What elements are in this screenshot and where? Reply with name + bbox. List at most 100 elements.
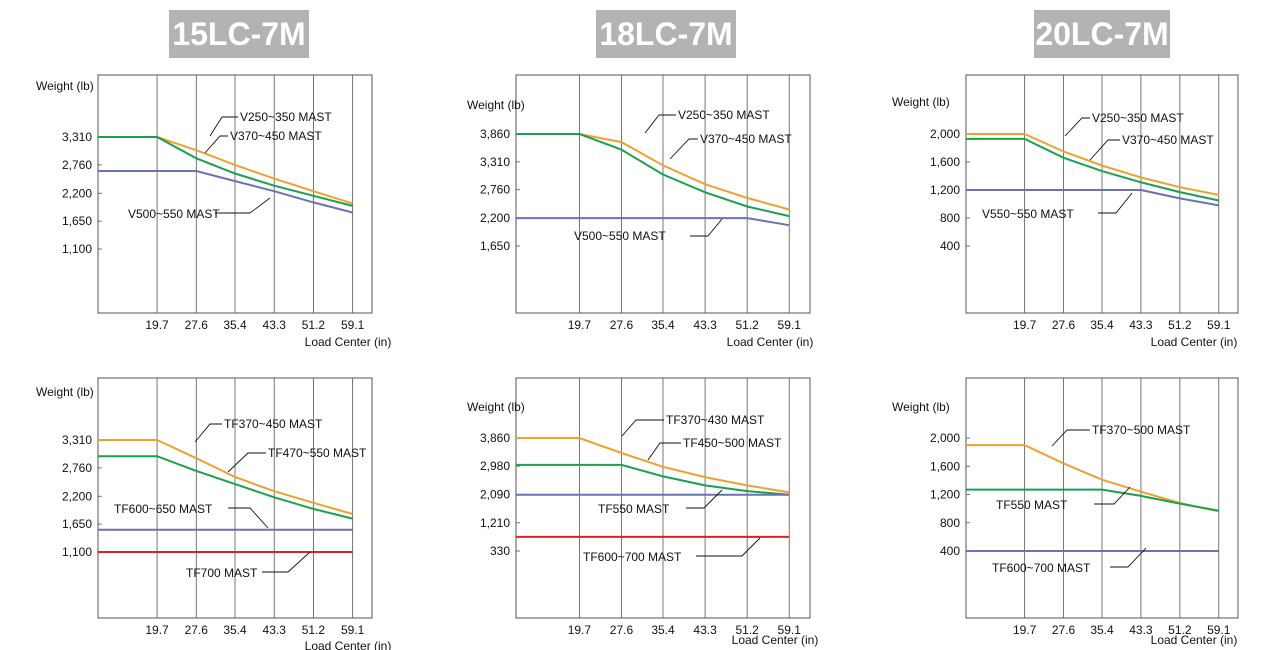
- x-tick-label: 43.3: [263, 318, 287, 332]
- y-tick-label: 3,860: [480, 431, 510, 445]
- x-tick-label: 59.1: [778, 623, 802, 637]
- series-leader-line: [644, 114, 676, 134]
- model-badge-18lc: 18LC-7M: [596, 10, 736, 58]
- series-label: V500~550 MAST: [574, 229, 666, 243]
- x-tick-label: 27.6: [185, 623, 209, 637]
- series-label: V370~450 MAST: [700, 132, 792, 146]
- x-tick-label: 35.4: [223, 623, 247, 637]
- series-label: V250~350 MAST: [678, 108, 770, 122]
- series-label: TF550 MAST: [996, 498, 1068, 512]
- x-tick-label: 43.3: [693, 318, 717, 332]
- series-leader-line: [1110, 547, 1147, 568]
- series-line-blue: [516, 217, 790, 227]
- y-tick-label: 2,760: [480, 183, 510, 197]
- y-tick-label: 2,000: [930, 431, 960, 445]
- x-tick-label: 27.6: [1052, 318, 1076, 332]
- y-tick-label: 2,200: [62, 186, 92, 200]
- x-tick-label: 59.1: [1207, 318, 1231, 332]
- series-label: TF450~500 MAST: [683, 436, 782, 450]
- x-tick-label: 19.7: [1013, 318, 1037, 332]
- y-tick-label: 3,310: [62, 130, 92, 144]
- y-tick-label: 800: [940, 516, 960, 530]
- series-label: TF550 MAST: [598, 502, 670, 516]
- y-tick-label: 1,200: [930, 488, 960, 502]
- x-tick-label: 59.1: [341, 623, 365, 637]
- y-tick-label: 3,310: [480, 155, 510, 169]
- x-tick-label: 35.4: [1090, 318, 1114, 332]
- x-axis-label: Load Center (in): [305, 335, 392, 349]
- series-line-orange: [966, 133, 1219, 196]
- y-tick-label: 2,200: [480, 211, 510, 225]
- y-tick-label: 1,600: [930, 459, 960, 473]
- series-label: V370~450 MAST: [230, 129, 322, 143]
- series-label: V250~350 MAST: [1092, 111, 1184, 125]
- series-leader-line: [1051, 429, 1090, 447]
- x-axis-label: Load Center (in): [732, 633, 819, 647]
- series-label: TF600~700 MAST: [583, 550, 682, 564]
- series-label: TF370~430 MAST: [666, 413, 765, 427]
- series-leader-line: [228, 507, 269, 529]
- series-label: TF600~700 MAST: [992, 561, 1091, 575]
- x-tick-label: 19.7: [568, 623, 592, 637]
- series-line-green: [98, 136, 353, 207]
- x-tick-label: 27.6: [185, 318, 209, 332]
- y-tick-label: 330: [490, 544, 510, 558]
- series-leader-line: [1094, 486, 1131, 505]
- y-tick-label: 2,000: [930, 127, 960, 141]
- y-tick-label: 1,650: [62, 517, 92, 531]
- series-line-green: [98, 455, 353, 520]
- y-axis-label: Weight (lb): [892, 400, 950, 414]
- y-tick-label: 2,760: [62, 158, 92, 172]
- series-leader-line: [194, 423, 222, 443]
- series-leader-line: [669, 138, 698, 160]
- y-tick-label: 1,650: [62, 214, 92, 228]
- series-leader-line: [686, 489, 723, 509]
- series-line-green: [966, 137, 1220, 202]
- y-tick-label: 1,100: [62, 242, 92, 256]
- x-tick-label: 35.4: [651, 318, 675, 332]
- series-label: V370~450 MAST: [1122, 133, 1214, 147]
- x-axis-label: Load Center (in): [305, 639, 392, 650]
- x-axis-label: Load Center (in): [1151, 633, 1238, 647]
- x-tick-label: 19.7: [145, 623, 169, 637]
- series-label: V500~550 MAST: [128, 207, 220, 221]
- y-tick-label: 1,600: [930, 155, 960, 169]
- x-tick-label: 35.4: [1090, 623, 1114, 637]
- series-leader-line: [696, 537, 761, 557]
- x-tick-label: 43.3: [263, 623, 287, 637]
- x-tick-label: 27.6: [610, 623, 634, 637]
- x-tick-label: 51.2: [1168, 623, 1192, 637]
- y-tick-label: 2,200: [62, 489, 92, 503]
- series-leader-line: [690, 218, 723, 237]
- series-line-green: [516, 463, 790, 496]
- series-label: V250~350 MAST: [240, 110, 332, 124]
- x-tick-label: 43.3: [693, 623, 717, 637]
- y-tick-label: 1,100: [62, 545, 92, 559]
- series-leader-line: [1089, 139, 1120, 161]
- series-line-blue: [966, 189, 1219, 207]
- x-tick-label: 35.4: [651, 623, 675, 637]
- x-tick-label: 59.1: [1207, 623, 1231, 637]
- series-leader-line: [209, 116, 238, 137]
- series-label: V550~550 MAST: [982, 207, 1074, 221]
- x-tick-label: 51.2: [735, 623, 759, 637]
- x-tick-label: 51.2: [302, 623, 326, 637]
- y-tick-label: 2,980: [480, 459, 510, 473]
- y-axis-label: Weight (lb): [36, 79, 94, 93]
- y-tick-label: 1,650: [480, 239, 510, 253]
- series-leader-line: [215, 197, 271, 214]
- x-tick-label: 19.7: [568, 318, 592, 332]
- series-label: TF600~650 MAST: [114, 502, 213, 516]
- series-leader-line: [262, 551, 311, 573]
- series-line-green: [516, 133, 790, 218]
- x-tick-label: 19.7: [145, 318, 169, 332]
- y-tick-label: 1,200: [930, 183, 960, 197]
- y-axis-label: Weight (lb): [892, 95, 950, 109]
- x-axis-label: Load Center (in): [727, 335, 814, 349]
- y-axis-label: Weight (lb): [36, 385, 94, 399]
- x-tick-label: 27.6: [610, 318, 634, 332]
- series-line-orange: [98, 439, 353, 515]
- x-tick-label: 43.3: [1129, 623, 1153, 637]
- series-leader-line: [647, 442, 681, 461]
